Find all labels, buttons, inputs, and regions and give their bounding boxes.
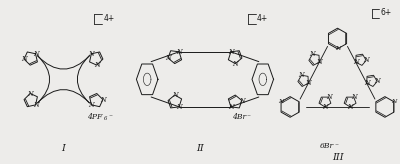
Text: N: N — [172, 91, 178, 99]
Text: N: N — [228, 48, 234, 56]
Text: N: N — [88, 101, 94, 109]
Text: III: III — [332, 154, 343, 163]
Text: N: N — [88, 50, 94, 58]
Text: N: N — [33, 101, 38, 109]
Text: N: N — [299, 71, 304, 79]
Text: N: N — [228, 103, 234, 111]
Text: 4+: 4+ — [103, 14, 114, 23]
Text: N: N — [316, 58, 322, 66]
Text: N: N — [353, 58, 359, 66]
Text: 4Br: 4Br — [232, 113, 246, 121]
Text: N: N — [100, 96, 106, 104]
Text: N: N — [27, 90, 33, 98]
Text: N: N — [326, 93, 332, 101]
Text: ⁻: ⁻ — [108, 112, 112, 121]
Text: N: N — [33, 50, 38, 58]
Text: N: N — [165, 54, 171, 62]
Text: N: N — [374, 77, 380, 85]
Text: ⁻: ⁻ — [247, 112, 251, 121]
Text: I: I — [62, 144, 66, 153]
Text: N: N — [306, 79, 311, 87]
Text: N: N — [176, 48, 182, 56]
Text: N: N — [322, 103, 328, 111]
Text: N: N — [232, 60, 238, 68]
Text: 6: 6 — [104, 116, 108, 121]
Text: ⁻: ⁻ — [334, 142, 338, 151]
Text: N: N — [335, 46, 340, 51]
Text: 4+: 4+ — [257, 14, 268, 23]
Text: 4PF: 4PF — [87, 113, 103, 121]
Text: N: N — [347, 103, 353, 111]
Text: II: II — [196, 144, 204, 153]
Text: N: N — [278, 99, 284, 104]
Text: N: N — [94, 61, 100, 69]
Text: N: N — [310, 50, 315, 58]
Text: N: N — [239, 97, 245, 105]
Text: N: N — [391, 99, 397, 104]
Text: N: N — [21, 55, 27, 63]
Text: N: N — [176, 103, 182, 111]
Text: N: N — [363, 56, 369, 64]
Text: 6Br: 6Br — [320, 142, 334, 150]
Text: N: N — [364, 79, 370, 87]
Text: N: N — [351, 93, 357, 101]
Text: 6+: 6+ — [380, 8, 392, 17]
